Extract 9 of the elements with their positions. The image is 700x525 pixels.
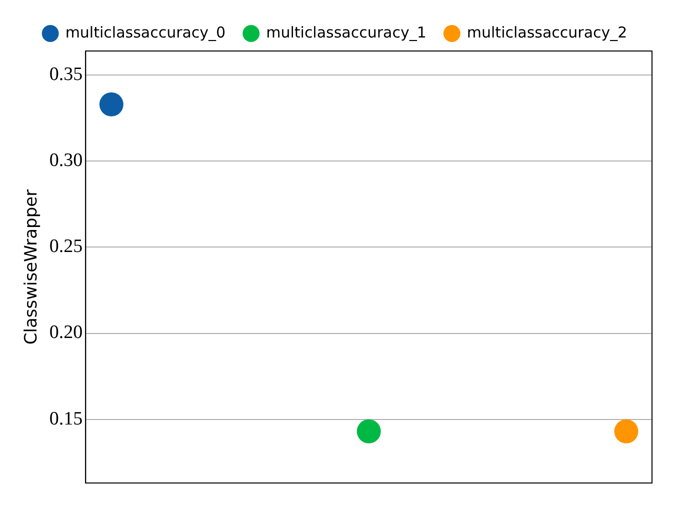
y-tick-label: 0.35 [49,64,83,86]
y-tick-label: 0.25 [49,236,83,258]
legend-label: multiclassaccuracy_2 [466,23,628,42]
y-tick-label: 0.30 [49,150,83,172]
y-axis-title: ClasswiseWrapper [22,189,42,345]
y-tick-label: 0.20 [49,322,83,344]
legend-label: multiclassaccuracy_0 [65,23,226,42]
legend-label: multiclassaccuracy_1 [266,23,426,42]
y-tick-label: 0.15 [49,408,83,430]
